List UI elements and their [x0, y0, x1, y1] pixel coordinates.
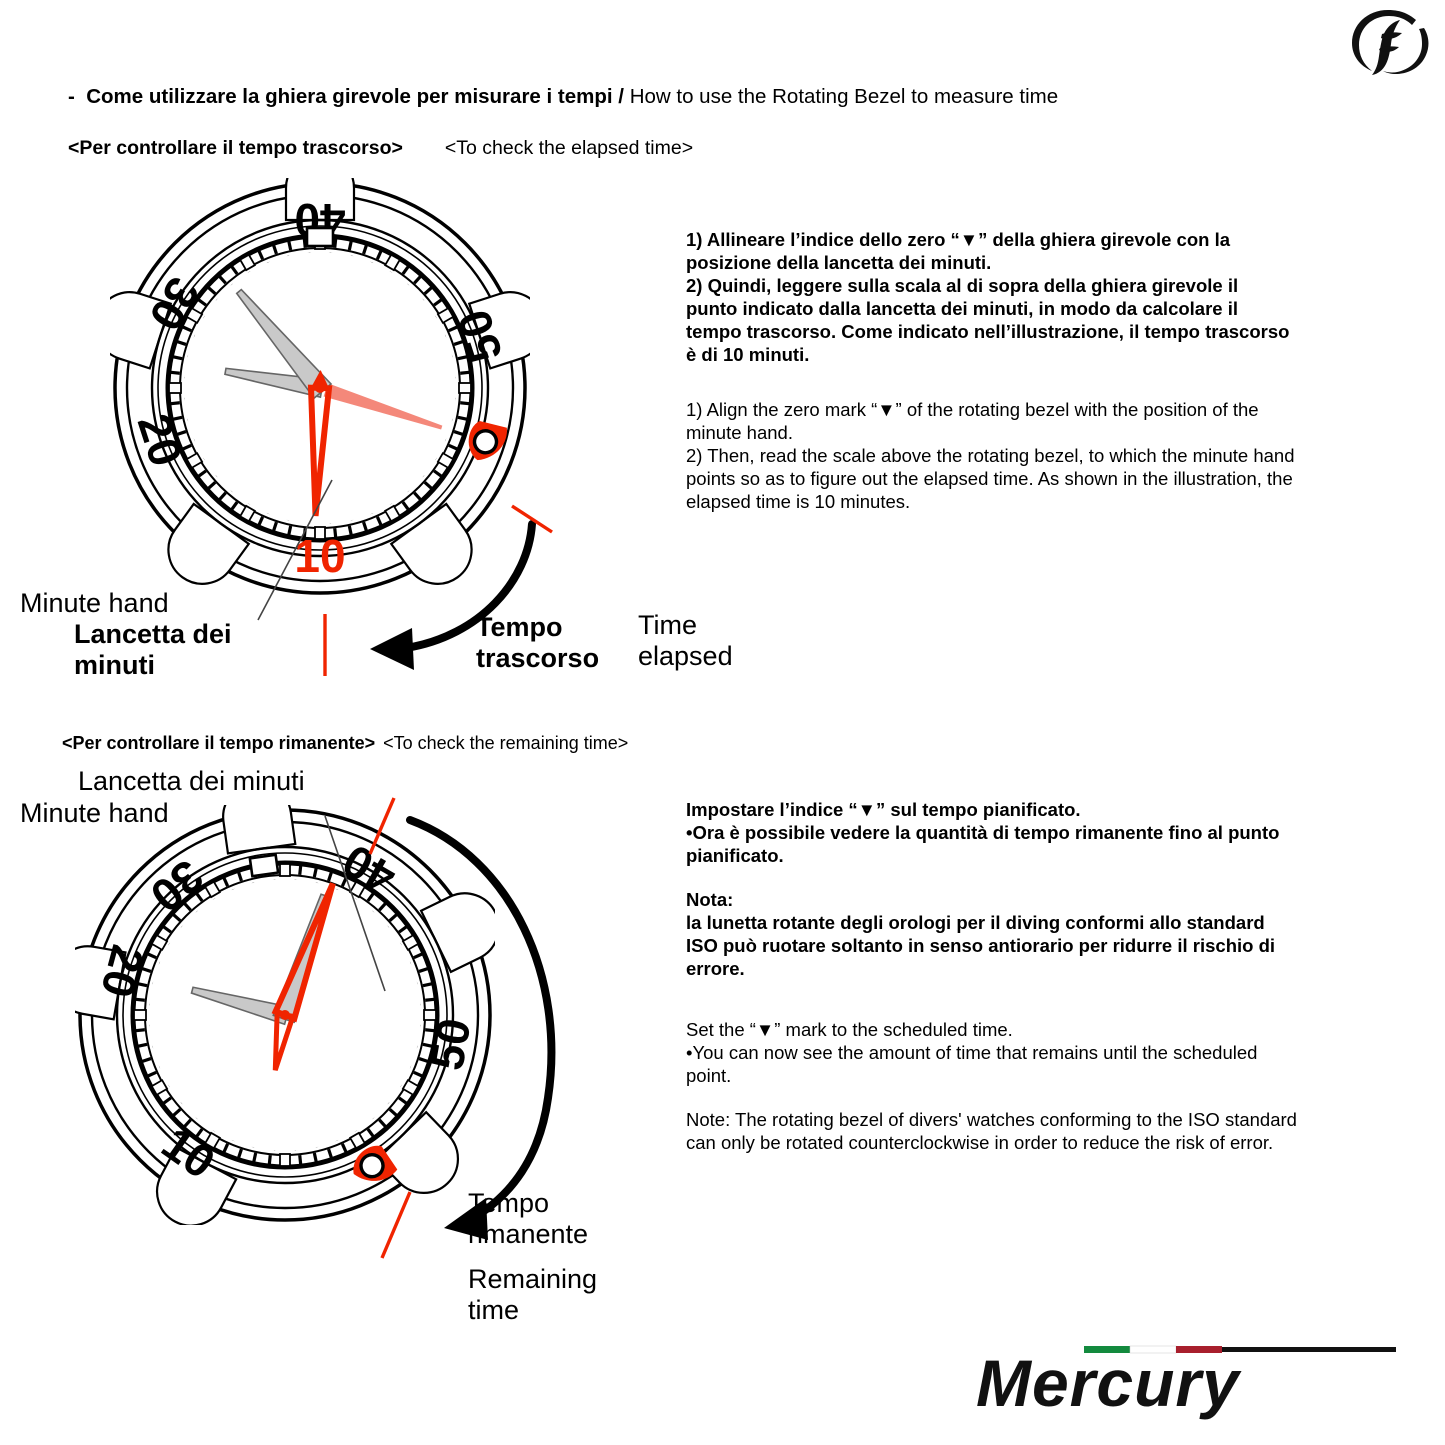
line: Impostare l’indice “▼” sul tempo pianifi…: [686, 799, 1081, 820]
line: Nota:: [686, 889, 734, 910]
line: •Ora è possibile vedere la quantità di t…: [686, 822, 1280, 843]
heading-italian: Come utilizzare la ghiera girevole per m…: [86, 85, 624, 108]
paragraph-spacer: [686, 1087, 1398, 1108]
line: points so as to figure out the elapsed t…: [686, 468, 1293, 489]
line: time: [468, 1295, 520, 1326]
dive-watch-remaining-illustration: 30 40 50 10 20: [52, 781, 500, 1227]
subheading-remaining-english: <To check the remaining time>: [383, 733, 629, 753]
line: tempo trascorso. Come indicato nell’illu…: [686, 321, 1290, 342]
line: pianificato.: [686, 845, 784, 866]
elapsed-time-arrow: [323, 504, 553, 676]
subheading-remaining-italian: <Per controllare il tempo rimanente>: [62, 733, 376, 753]
italian-flag-bar: [1084, 1345, 1396, 1354]
line: la lunetta rotante degli orologi per il …: [686, 912, 1265, 933]
leader-line-minute-hand-1: [257, 479, 333, 621]
line: 1) Align the zero mark “▼” of the rotati…: [686, 399, 1259, 420]
line: minuti: [74, 650, 155, 681]
leader-line-minute-hand-2: [324, 815, 386, 992]
line: Remaining: [468, 1264, 598, 1294]
line: •You can now see the amount of time that…: [686, 1042, 1258, 1063]
subheading-remaining: <Per controllare il tempo rimanente> <To …: [62, 731, 1062, 755]
line: rimanente: [468, 1219, 589, 1250]
caption-elapsed-english: Time elapsed: [638, 610, 733, 673]
heading-dash: -: [68, 85, 75, 108]
line: Tempo: [476, 612, 563, 642]
heading-english: How to use the Rotating Bezel to measure…: [629, 85, 1059, 108]
line: minute hand.: [686, 422, 793, 443]
line: punto indicato dalla lancetta dei minuti…: [686, 298, 1239, 319]
line: Note: The rotating bezel of divers' watc…: [686, 1109, 1297, 1130]
instructions-elapsed-italian: 1) Allineare l’indice dello zero “▼” del…: [686, 228, 1396, 366]
subheading-elapsed-italian: <Per controllare il tempo trascorso>: [68, 137, 403, 159]
line: Lancetta dei: [74, 619, 232, 649]
caption-minute-hand-italian-2: Lancetta dei minuti: [78, 766, 305, 796]
line: point.: [686, 1065, 732, 1086]
line: elapsed: [638, 641, 733, 672]
mercury-wordmark: Mercury: [976, 1346, 1242, 1420]
caption-remaining-english: Remaining time: [468, 1264, 597, 1327]
caption-minute-hand-italian-1: Lancetta dei minuti: [74, 619, 232, 682]
caption-minute-hand-english-1: Minute hand: [20, 588, 169, 618]
line: errore.: [686, 958, 745, 979]
line: 2) Then, read the scale above the rotati…: [686, 445, 1295, 466]
line: 1) Allineare l’indice dello zero “▼” del…: [686, 229, 1231, 250]
line: trascorso: [476, 643, 600, 674]
caption-minute-hand-english-2: Minute hand: [20, 798, 169, 828]
fabula-f-logo: [1336, 4, 1440, 80]
line: elapsed time is 10 minutes.: [686, 491, 911, 512]
line: Set the “▼” mark to the scheduled time.: [686, 1019, 1013, 1040]
mercury-brand-logo: Mercury: [962, 1330, 1402, 1438]
caption-remaining-italian: Tempo rimanente: [468, 1188, 588, 1251]
instructions-remaining-english: Set the “▼” mark to the scheduled time. …: [686, 1018, 1398, 1154]
line: Time: [638, 610, 697, 640]
page-title: - Come utilizzare la ghiera girevole per…: [68, 84, 1348, 110]
paragraph-spacer: [686, 867, 1396, 888]
svg-text:50: 50: [420, 1014, 480, 1073]
svg-text:10: 10: [294, 530, 345, 582]
line: can only be rotated counterclockwise in …: [686, 1132, 1274, 1153]
line: posizione della lancetta dei minuti.: [686, 252, 992, 273]
instructions-elapsed-english: 1) Align the zero mark “▼” of the rotati…: [686, 398, 1400, 513]
line: Tempo: [468, 1188, 550, 1218]
line: 2) Quindi, leggere sulla scala al di sop…: [686, 275, 1239, 296]
line: ISO può ruotare soltanto in senso antior…: [686, 935, 1276, 956]
remaining-time-arrow: [368, 797, 556, 1259]
subheading-elapsed: <Per controllare il tempo trascorso> <To …: [68, 135, 1068, 161]
dive-watch-elapsed-illustration: 40 50 10 20 30: [94, 152, 546, 598]
line: è di 10 minuti.: [686, 344, 810, 365]
instructions-remaining-italian: Impostare l’indice “▼” sul tempo pianifi…: [686, 798, 1396, 980]
caption-elapsed-italian: Tempo trascorso: [476, 612, 599, 675]
subheading-elapsed-english: <To check the elapsed time>: [444, 137, 694, 159]
